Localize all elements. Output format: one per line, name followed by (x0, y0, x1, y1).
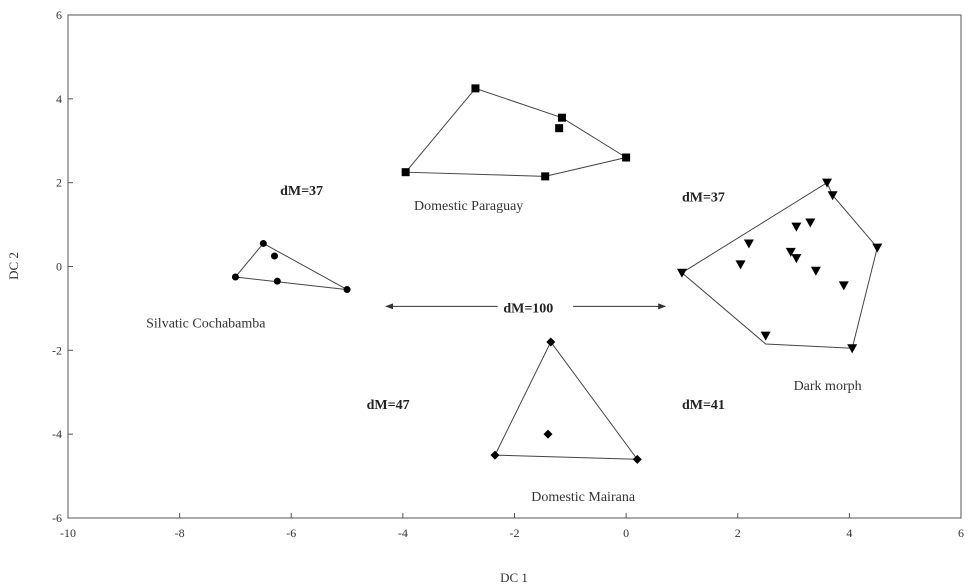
point-domestic-mairana (632, 454, 642, 464)
point-dark-morph (676, 268, 687, 278)
x-tick-label: -10 (60, 526, 76, 540)
y-tick-label: 6 (56, 8, 62, 22)
y-tick-label: -4 (52, 427, 62, 441)
point-dark-morph (743, 239, 754, 249)
data-points (231, 84, 883, 464)
axis-ticks: -10 -8 -6 -4 -2 0 2 4 6 -6 -4 -2 0 2 4 6 (52, 8, 964, 540)
y-tick-label: -6 (52, 511, 62, 525)
point-domestic-paraguay (471, 84, 480, 93)
point-dark-morph (760, 331, 771, 341)
y-axis-title: DC 2 (6, 252, 21, 280)
point-domestic-paraguay (557, 113, 566, 122)
point-dark-morph (735, 260, 746, 270)
point-dark-morph (827, 191, 838, 201)
distance-label: dM=37 (682, 191, 725, 206)
point-silvatic-cochabamba (273, 277, 281, 285)
point-silvatic-cochabamba (259, 239, 267, 247)
x-tick-label: 0 (623, 526, 629, 540)
distance-label: dM=37 (280, 184, 323, 199)
point-domestic-paraguay (401, 168, 410, 177)
hull-dark-morph (681, 181, 878, 349)
x-tick-label: -6 (286, 526, 296, 540)
point-dark-morph (872, 243, 883, 253)
group-label: Dark morph (794, 379, 862, 394)
point-dark-morph (822, 178, 833, 188)
distance-label: dM=47 (367, 398, 410, 413)
point-dark-morph (810, 266, 821, 276)
annotations: Silvatic Cochabamba Domestic Paraguay Dome… (146, 184, 861, 505)
point-domestic-paraguay (555, 124, 564, 133)
point-domestic-paraguay (622, 153, 631, 162)
x-axis-title: DC 1 (500, 570, 528, 585)
hull-domestic-mairana (494, 340, 639, 460)
plot-frame (67, 14, 962, 519)
hull-silvatic-cochabamba (234, 242, 348, 291)
y-tick-label: 2 (56, 176, 62, 190)
point-dark-morph (847, 344, 858, 354)
point-domestic-mairana (546, 337, 556, 347)
group-label: Silvatic Cochabamba (146, 316, 266, 331)
point-dark-morph (785, 247, 796, 257)
x-tick-label: 4 (846, 526, 852, 540)
distance-label: dM=41 (682, 398, 725, 413)
point-dark-morph (791, 222, 802, 232)
y-tick-label: 0 (56, 260, 62, 274)
point-silvatic-cochabamba (271, 252, 279, 260)
x-tick-label: 6 (958, 526, 964, 540)
group-label: Domestic Mairana (531, 490, 636, 505)
point-silvatic-cochabamba (231, 273, 239, 281)
point-domestic-mairana (490, 450, 500, 460)
distance-label: dM=100 (503, 302, 553, 317)
point-domestic-paraguay (541, 172, 550, 181)
point-dark-morph (791, 254, 802, 264)
x-tick-label: 2 (735, 526, 741, 540)
group-label: Domestic Paraguay (414, 199, 523, 214)
x-tick-label: -8 (175, 526, 185, 540)
y-tick-label: -2 (52, 343, 62, 357)
x-tick-label: -2 (510, 526, 520, 540)
point-silvatic-cochabamba (343, 286, 351, 294)
point-dark-morph (805, 218, 816, 228)
hull-domestic-paraguay (404, 87, 628, 177)
point-dark-morph (838, 281, 849, 291)
y-tick-label: 4 (56, 92, 62, 106)
x-tick-label: -4 (398, 526, 408, 540)
point-domestic-mairana (543, 429, 553, 439)
group-hulls (234, 87, 878, 460)
